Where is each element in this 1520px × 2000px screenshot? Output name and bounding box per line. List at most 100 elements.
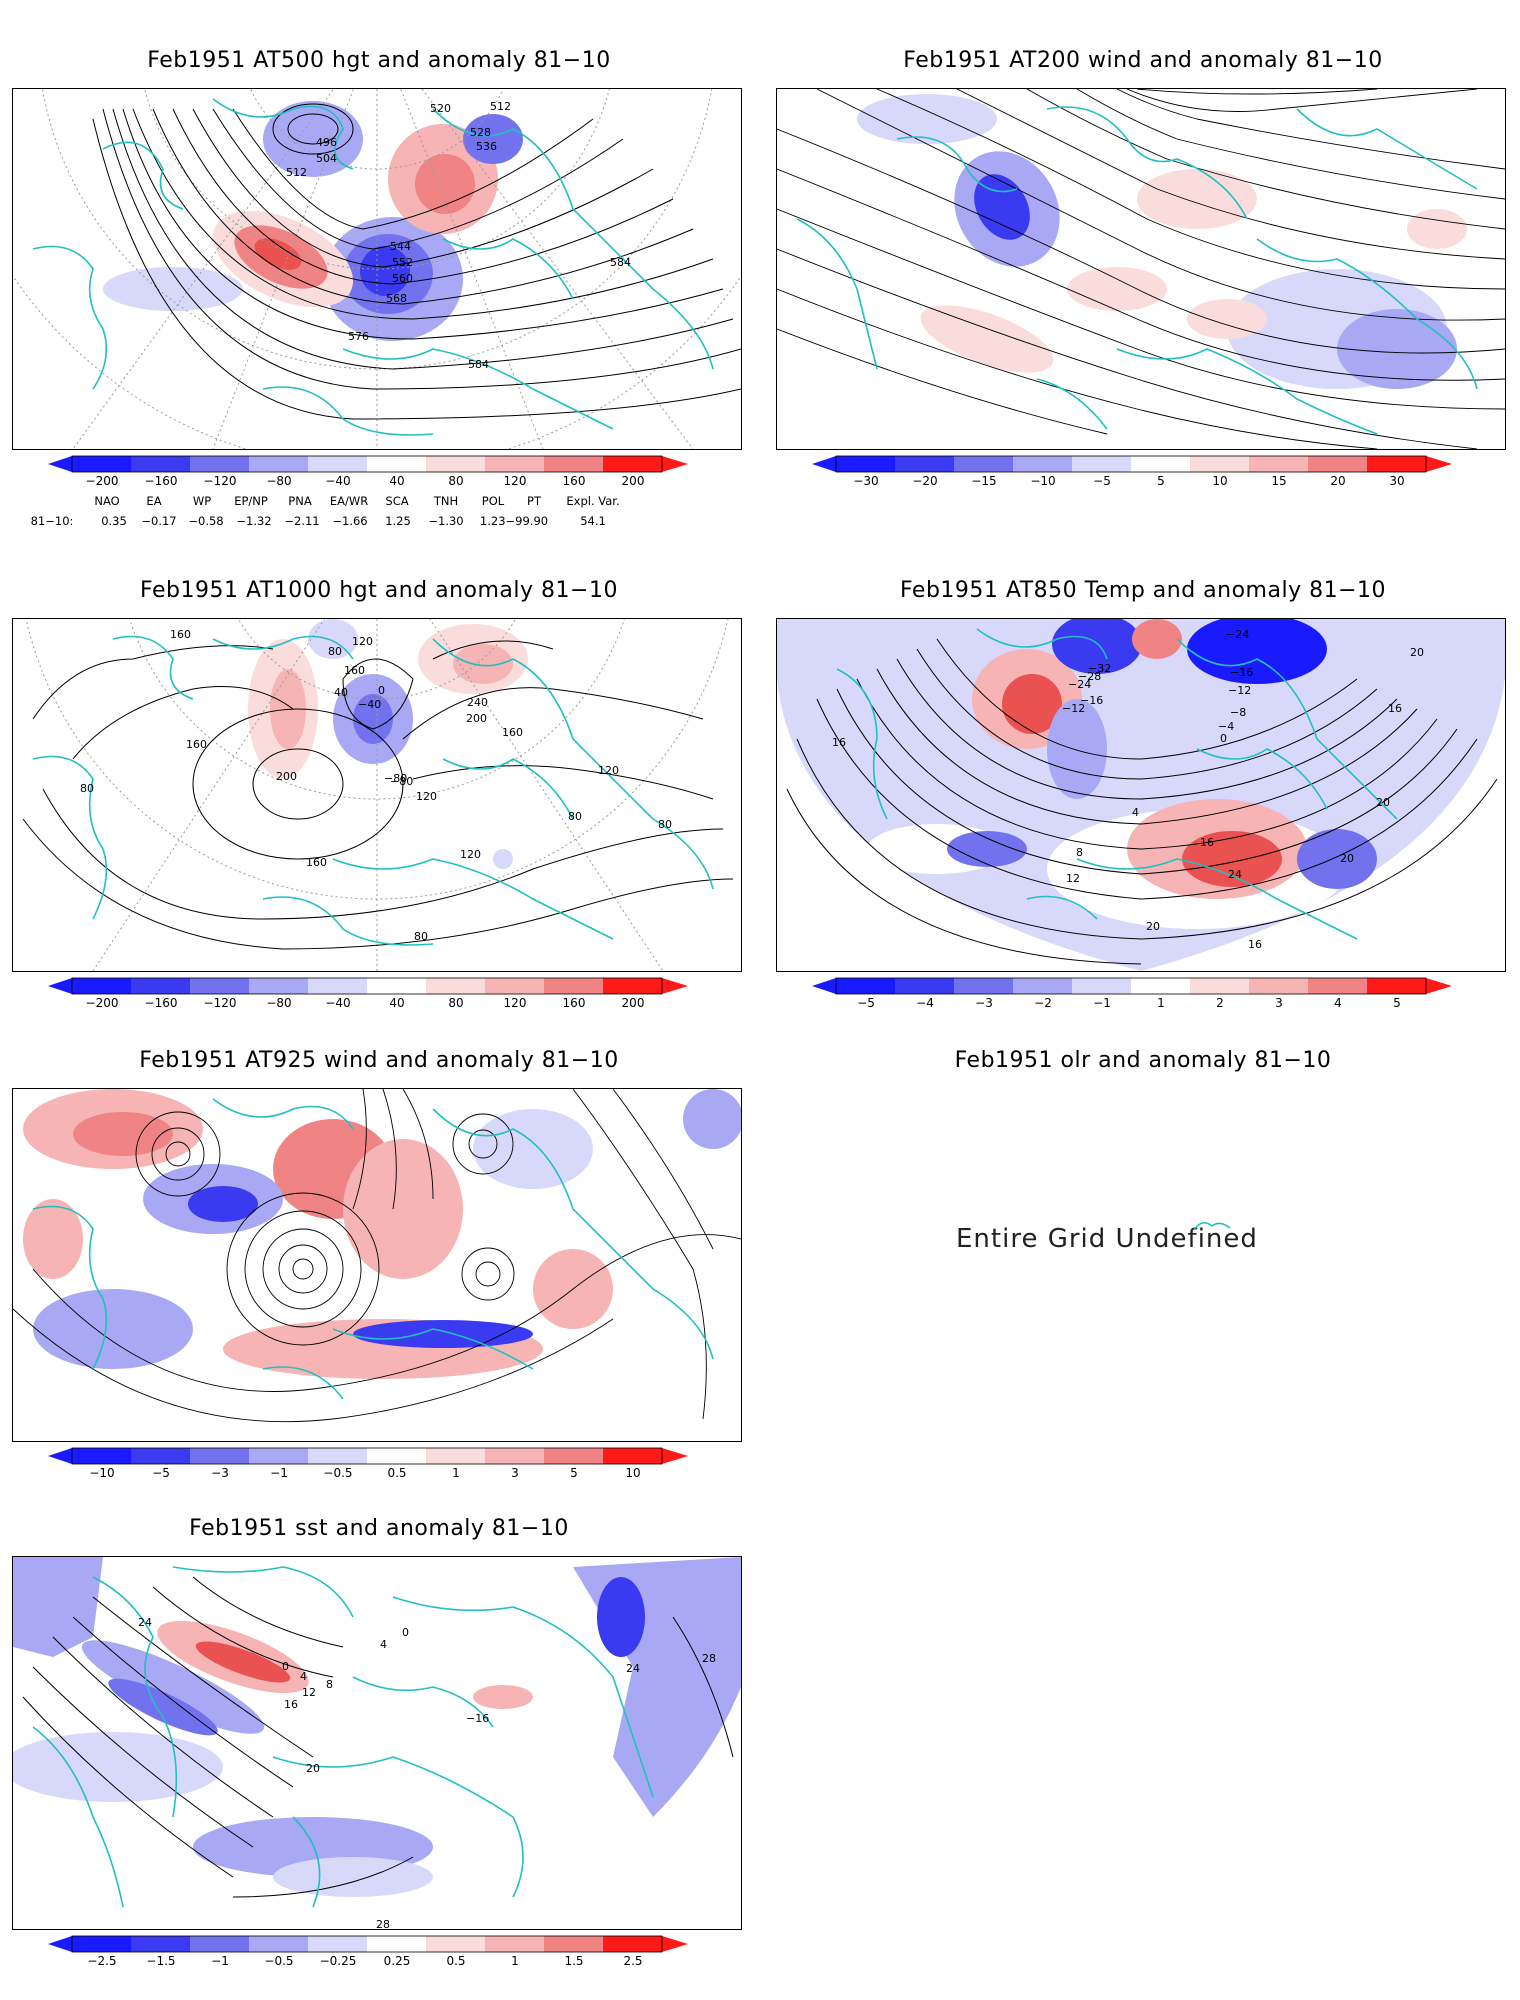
panel-title: Feb1951 AT500 hgt and anomaly 81−10 bbox=[147, 48, 611, 73]
cbar-tick: 160 bbox=[562, 474, 586, 488]
cbar-tick: −120 bbox=[203, 474, 237, 488]
cbar-tick: 160 bbox=[562, 996, 586, 1010]
anomaly-shading bbox=[13, 1557, 741, 1897]
cbar-tick: −1.5 bbox=[146, 1954, 176, 1968]
panel-title: Feb1951 olr and anomaly 81−10 bbox=[954, 1048, 1332, 1073]
undefined-grid-message: Entire Grid Undefined bbox=[956, 1224, 1258, 1254]
index-header: EA/WR bbox=[329, 494, 369, 508]
cbar-tick: −15 bbox=[971, 474, 997, 488]
index-value: 54.1 bbox=[580, 514, 606, 528]
cbar-tick: 80 bbox=[448, 996, 464, 1010]
cbar-tick: 10 bbox=[1212, 474, 1228, 488]
anomaly-shading bbox=[23, 1089, 741, 1379]
cbar-tick: 2.5 bbox=[623, 1954, 643, 1968]
cbar-tick: 40 bbox=[389, 996, 405, 1010]
panel-at925: Feb1951 AT925 wind and anomaly 81−10 bbox=[12, 1048, 746, 1488]
cbar-tick: −0.25 bbox=[319, 1954, 357, 1968]
cbar-tick: −5 bbox=[857, 996, 875, 1010]
cbar-tick: 15 bbox=[1271, 474, 1287, 488]
coastlines bbox=[796, 106, 1478, 435]
cbar-tick: −2 bbox=[1034, 996, 1052, 1010]
cbar-tick: 1.5 bbox=[564, 1954, 584, 1968]
map-at200 bbox=[776, 88, 1506, 450]
map-at925 bbox=[12, 1088, 742, 1442]
cbar-tick: −40 bbox=[325, 474, 351, 488]
colorbar-at850: −5 −4 −3 −2 −1 1 2 3 4 5 bbox=[812, 977, 1452, 1014]
anomaly-shading bbox=[867, 619, 1377, 929]
index-header: WP bbox=[192, 494, 212, 508]
cbar-tick: −10 bbox=[1030, 474, 1056, 488]
cbar-tick: 1 bbox=[452, 1466, 460, 1480]
cbar-tick: −30 bbox=[853, 474, 879, 488]
cbar-tick: 0.5 bbox=[446, 1954, 466, 1968]
index-header: EP/NP bbox=[234, 494, 268, 508]
cbar-tick: 10 bbox=[625, 1466, 641, 1480]
cbar-tick: 5 bbox=[1157, 474, 1165, 488]
panel-sst: Feb1951 sst and anomaly 81−10 bbox=[12, 1516, 746, 1986]
small-coastline-fragment bbox=[1193, 1222, 1231, 1231]
index-value: 0.35 bbox=[101, 514, 127, 528]
cbar-tick: −5 bbox=[152, 1466, 170, 1480]
panel-title: Feb1951 sst and anomaly 81−10 bbox=[189, 1516, 569, 1541]
panel-title: Feb1951 AT850 Temp and anomaly 81−10 bbox=[899, 578, 1387, 603]
anomaly-shading bbox=[248, 619, 528, 869]
panel-at500: Feb1951 AT500 hgt and anomaly 81−10 bbox=[12, 48, 746, 528]
cbar-tick: 1 bbox=[511, 1954, 519, 1968]
cbar-tick: 0.5 bbox=[387, 1466, 407, 1480]
colorbar-at500: −200 −160 −120 −80 −40 40 80 120 160 200 bbox=[48, 455, 688, 492]
index-row-label: 81−10: bbox=[30, 514, 74, 528]
cbar-tick: 30 bbox=[1389, 474, 1405, 488]
streamlines bbox=[777, 89, 1505, 449]
coastlines bbox=[32, 1098, 714, 1400]
index-value: −1.30 bbox=[428, 514, 464, 528]
index-header: POL bbox=[481, 494, 505, 508]
panel-at1000: Feb1951 AT1000 hgt and anomaly 81−10 bbox=[12, 578, 746, 1018]
panel-at200: Feb1951 AT200 wind and anomaly 81−10 bbox=[776, 48, 1510, 488]
colorbar-at200: −30 −20 −15 −10 −5 5 10 15 20 30 bbox=[812, 455, 1452, 492]
cbar-tick: −3 bbox=[211, 1466, 229, 1480]
streamlines bbox=[13, 1089, 741, 1423]
coastlines bbox=[836, 628, 1398, 940]
temperature-contours bbox=[786, 638, 1498, 965]
cbar-tick: 2 bbox=[1216, 996, 1224, 1010]
panel-title: Feb1951 AT925 wind and anomaly 81−10 bbox=[139, 1048, 619, 1073]
cbar-tick: 1 bbox=[1157, 996, 1165, 1010]
cbar-tick: −80 bbox=[266, 474, 292, 488]
cbar-tick: 5 bbox=[1393, 996, 1401, 1010]
cbar-tick: 200 bbox=[621, 996, 645, 1010]
index-header: EA bbox=[146, 494, 162, 508]
cbar-tick: −40 bbox=[325, 996, 351, 1010]
index-value-row: 81−10: 0.35 −0.17 −0.58 −1.32 −2.11 −1.6… bbox=[0, 514, 740, 530]
cbar-tick: −120 bbox=[203, 996, 237, 1010]
coastlines bbox=[32, 1566, 654, 1908]
index-value: −1.32 bbox=[236, 514, 272, 528]
map-at850 bbox=[776, 618, 1506, 972]
index-value: 1.23−99.90 bbox=[479, 514, 549, 528]
cbar-tick: −1 bbox=[211, 1954, 229, 1968]
cbar-tick: 120 bbox=[503, 474, 527, 488]
cbar-tick: −10 bbox=[89, 1466, 115, 1480]
colorbar-at925: −10 −5 −3 −1 −0.5 0.5 1 3 5 10 bbox=[48, 1447, 688, 1484]
map-at1000 bbox=[12, 618, 742, 972]
cbar-tick: −1 bbox=[270, 1466, 288, 1480]
panel-title: Feb1951 AT1000 hgt and anomaly 81−10 bbox=[140, 578, 618, 603]
cbar-tick: 4 bbox=[1334, 996, 1342, 1010]
map-at500 bbox=[12, 88, 742, 450]
cbar-tick: −200 bbox=[85, 474, 119, 488]
coastlines bbox=[32, 635, 714, 946]
cbar-tick: −4 bbox=[916, 996, 934, 1010]
cbar-tick: 3 bbox=[511, 1466, 519, 1480]
index-header-row: NAO EA WP EP/NP PNA EA/WR SCA TNH POL PT… bbox=[0, 494, 740, 510]
colorbar-at1000: −200 −160 −120 −80 −40 40 80 120 160 200 bbox=[48, 977, 688, 1014]
index-header: TNH bbox=[433, 494, 459, 508]
cbar-tick: −0.5 bbox=[323, 1466, 353, 1480]
cbar-tick: −160 bbox=[144, 474, 178, 488]
index-value: −0.17 bbox=[141, 514, 177, 528]
panel-olr: Feb1951 olr and anomaly 81−10 Entire Gri… bbox=[776, 1048, 1510, 1268]
panel-title: Feb1951 AT200 wind and anomaly 81−10 bbox=[903, 48, 1383, 73]
colorbar-sst: −2.5 −1.5 −1 −0.5 −0.25 0.25 0.5 1 1.5 2… bbox=[48, 1935, 688, 1972]
index-header: NAO bbox=[94, 494, 120, 508]
cbar-tick: −160 bbox=[144, 996, 178, 1010]
cbar-tick: −200 bbox=[85, 996, 119, 1010]
index-header: Expl. Var. bbox=[566, 494, 620, 508]
